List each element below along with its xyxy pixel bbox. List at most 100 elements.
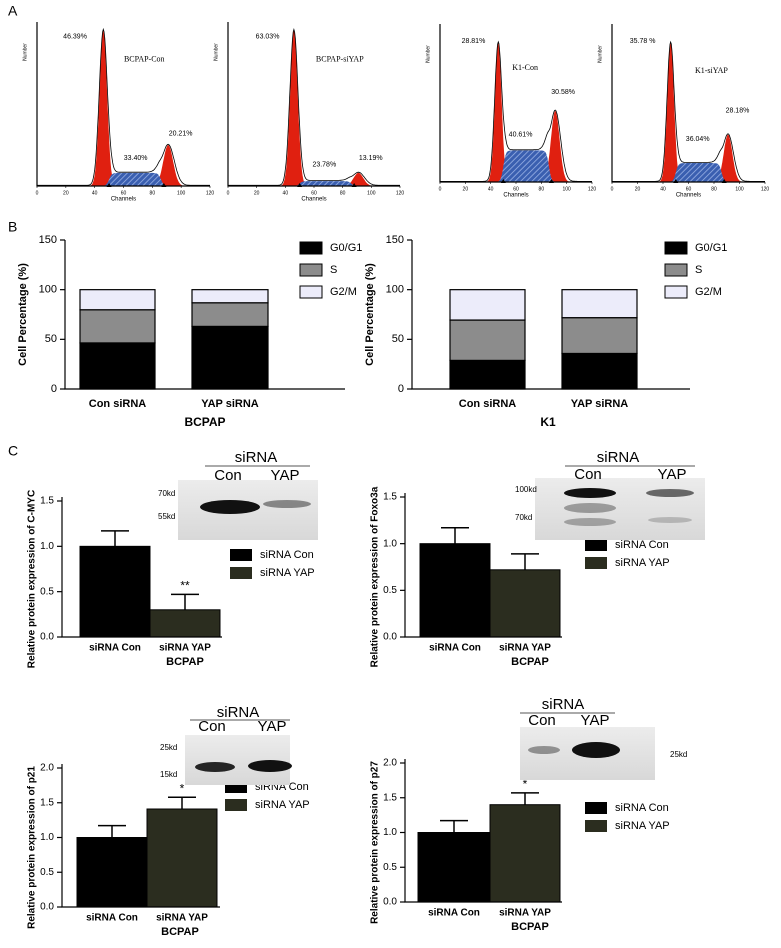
significance: * bbox=[523, 777, 528, 791]
y-tick-label: 1.5 bbox=[383, 792, 397, 803]
phase-percentage: 35.78 % bbox=[630, 38, 656, 45]
size-marker: 15kd bbox=[160, 770, 177, 779]
x-tick-label: 100 bbox=[367, 190, 376, 196]
blot-band bbox=[195, 762, 235, 772]
legend-swatch bbox=[230, 549, 252, 561]
bar bbox=[79, 545, 151, 638]
y-tick-label: 1.5 bbox=[40, 797, 54, 808]
legend-label: S bbox=[695, 264, 702, 276]
y-tick-label: 50 bbox=[45, 333, 57, 345]
blot-band bbox=[564, 488, 616, 498]
bar-segment bbox=[79, 309, 156, 344]
y-tick-label: 1.0 bbox=[383, 827, 397, 838]
y-tick-label: 0.5 bbox=[383, 862, 397, 873]
y-axis-label: Relative protein expression of C-MYC bbox=[27, 490, 38, 668]
x-tick-label: siRNA Con bbox=[428, 908, 480, 919]
error-bar bbox=[511, 553, 539, 570]
legend-swatch bbox=[664, 263, 688, 277]
legend-label: G0/G1 bbox=[330, 242, 362, 254]
x-tick-label: 100 bbox=[735, 186, 744, 192]
y-tick-label: 0.0 bbox=[40, 902, 54, 913]
x-tick-label: siRNA Con bbox=[429, 643, 481, 654]
x-tick-label: 40 bbox=[283, 190, 289, 196]
phase-percentage: 46.39% bbox=[63, 34, 87, 41]
gate-marker bbox=[673, 179, 679, 183]
x-tick-label: 40 bbox=[92, 190, 98, 196]
y-axis-label: Relative protein expression of p27 bbox=[370, 761, 381, 924]
gate-marker bbox=[161, 183, 167, 187]
phase-percentage: 63.03% bbox=[256, 34, 280, 41]
blot-band bbox=[248, 760, 292, 772]
legend-swatch bbox=[585, 802, 607, 814]
y-tick-label: 0.5 bbox=[383, 585, 397, 596]
gate-marker bbox=[106, 183, 112, 187]
legend-label: siRNA YAP bbox=[255, 799, 310, 811]
legend-swatch bbox=[664, 285, 688, 299]
x-tick-label: 80 bbox=[340, 190, 346, 196]
x-axis-label: Channels bbox=[676, 193, 701, 199]
phase-percentage: 40.61% bbox=[509, 131, 533, 138]
blot-band bbox=[572, 742, 620, 758]
error-bar bbox=[440, 819, 468, 833]
lane-label: YAP bbox=[581, 712, 610, 729]
x-tick-label: 40 bbox=[488, 186, 494, 192]
phase-percentage: 13.19% bbox=[359, 155, 383, 162]
blot-band bbox=[263, 500, 311, 508]
histogram-outline bbox=[228, 28, 400, 186]
x-axis-label: K1 bbox=[540, 415, 556, 429]
x-tick-label: 120 bbox=[206, 190, 215, 196]
x-tick-label: siRNA Con bbox=[86, 913, 138, 924]
error-bar bbox=[171, 593, 199, 610]
x-axis-label: BCPAP bbox=[166, 656, 204, 668]
bar-segment bbox=[449, 319, 526, 361]
y-tick-label: 1.0 bbox=[383, 538, 397, 549]
x-tick-label: 0 bbox=[227, 190, 230, 196]
lane-label: Con bbox=[198, 718, 226, 735]
bar-segment bbox=[561, 317, 638, 355]
x-tick-label: 80 bbox=[539, 186, 545, 192]
x-tick-label: 120 bbox=[588, 186, 597, 192]
x-tick-label: 120 bbox=[396, 190, 405, 196]
size-marker: 70kd bbox=[158, 489, 175, 498]
y-tick-label: 2.0 bbox=[383, 758, 397, 769]
blot-title: siRNA bbox=[542, 696, 585, 713]
phase-percentage: 23.78% bbox=[312, 162, 336, 169]
blot-band bbox=[564, 518, 616, 526]
y-axis-label: Number bbox=[425, 45, 431, 63]
legend-swatch bbox=[585, 820, 607, 832]
x-tick-label: siRNA Con bbox=[89, 643, 141, 654]
legend-label: G0/G1 bbox=[695, 242, 727, 254]
legend-swatch bbox=[225, 799, 247, 811]
y-tick-label: 0.5 bbox=[40, 867, 54, 878]
x-axis-label: BCPAP bbox=[161, 926, 199, 938]
bar-segment bbox=[449, 359, 526, 390]
g2-peak bbox=[440, 110, 592, 182]
histogram-title: K1-siYAP bbox=[695, 66, 728, 75]
blot-image bbox=[185, 735, 290, 785]
size-marker: 100kd bbox=[515, 485, 537, 494]
legend-label: G2/M bbox=[330, 286, 357, 298]
g2-peak bbox=[37, 145, 210, 186]
legend-label: siRNA Con bbox=[615, 539, 669, 551]
legend-swatch bbox=[299, 285, 323, 299]
bar bbox=[489, 569, 561, 638]
significance: * bbox=[180, 781, 185, 795]
s-phase bbox=[612, 163, 765, 182]
x-tick-label: Con siRNA bbox=[89, 398, 147, 410]
legend-swatch bbox=[585, 557, 607, 569]
x-tick-label: 60 bbox=[513, 186, 519, 192]
phase-percentage: 28.18% bbox=[726, 108, 750, 115]
x-tick-label: 100 bbox=[562, 186, 571, 192]
x-tick-label: siRNA YAP bbox=[499, 908, 551, 919]
s-phase bbox=[37, 172, 210, 186]
x-tick-label: 20 bbox=[463, 186, 469, 192]
error-bar bbox=[511, 792, 539, 805]
bar-segment bbox=[79, 342, 156, 390]
panel-label: A bbox=[8, 3, 18, 19]
blot-band bbox=[528, 746, 560, 754]
blot-title: siRNA bbox=[597, 449, 640, 466]
legend-label: siRNA Con bbox=[260, 549, 314, 561]
y-axis-label: Cell Percentage (%) bbox=[364, 263, 376, 366]
error-bar bbox=[101, 530, 129, 547]
size-marker: 25kd bbox=[670, 750, 687, 759]
